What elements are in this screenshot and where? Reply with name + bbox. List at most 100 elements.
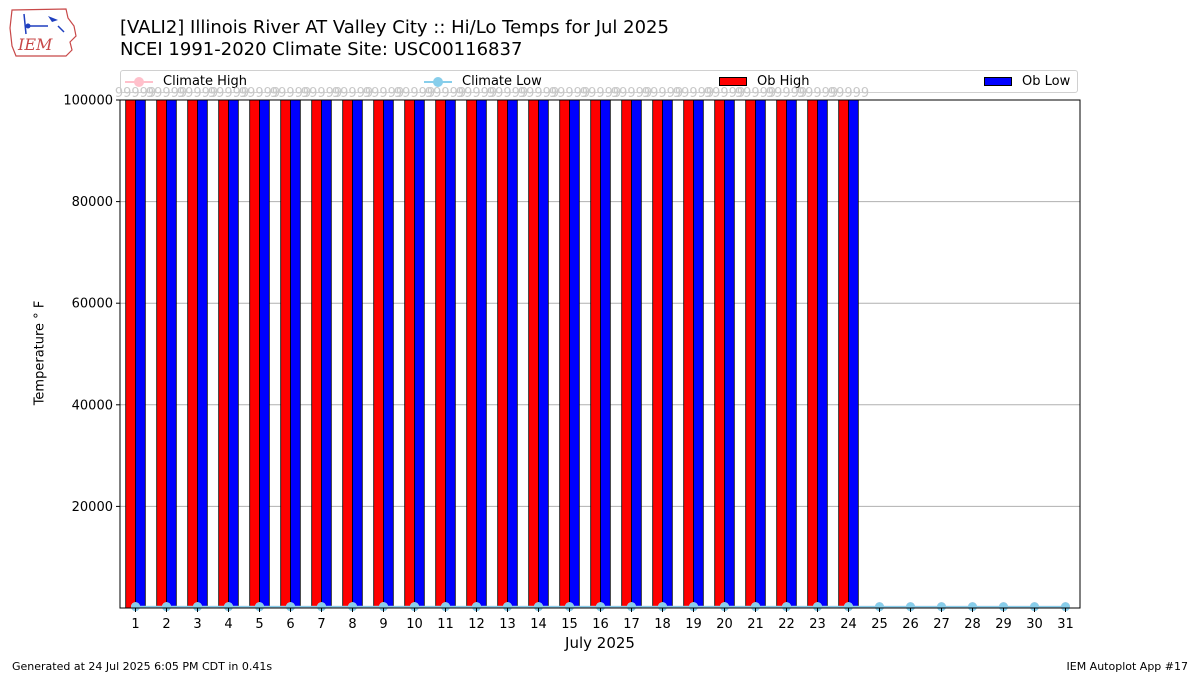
ob-high-bar [218, 99, 229, 609]
legend-label-climate-low: Climate Low [462, 74, 542, 89]
x-tick-label: 17 [623, 617, 640, 632]
climate-low-point [627, 602, 636, 612]
y-axis-label: Temperature ° F [32, 300, 48, 406]
ob-high-bar [404, 99, 415, 609]
x-tick-label: 9 [379, 617, 387, 632]
ob-high-bar [280, 99, 291, 609]
y-tick-label: 20000 [72, 500, 113, 515]
climate-high-point [844, 602, 853, 612]
climate-high-point [875, 602, 884, 612]
climate-low-point [782, 602, 791, 612]
climate-low-point [751, 602, 760, 612]
ob-high-swatch [719, 77, 747, 86]
climate-high-point [906, 602, 915, 612]
ob-high-bar [466, 99, 477, 609]
climate-low-point [131, 602, 140, 612]
ob-low-bar [817, 99, 828, 609]
ob-high-bar [311, 99, 322, 609]
autoplot-app-label: IEM Autoplot App #17 [1066, 660, 1189, 673]
climate-high-point [937, 602, 946, 612]
ob-low-bar [228, 99, 239, 609]
climate-high-point [999, 602, 1008, 612]
ob-low-bar [662, 99, 673, 609]
climate-high-point [286, 602, 295, 612]
ob-high-bar [590, 99, 601, 609]
ob-high-bar [776, 99, 787, 609]
x-tick-label: 1 [131, 617, 139, 632]
legend-label-ob-low: Ob Low [1022, 74, 1071, 89]
ob-high-bar [497, 99, 508, 609]
ob-low-bar [755, 99, 766, 609]
chart-title: [VALI2] Illinois River AT Valley City ::… [120, 17, 669, 38]
climate-high-point [534, 602, 543, 612]
x-tick-label: 23 [809, 617, 826, 632]
x-tick-label: 15 [561, 617, 578, 632]
x-tick-label: 2 [162, 617, 170, 632]
x-tick-label: 11 [437, 617, 454, 632]
ob-high-bar [125, 99, 136, 609]
legend-item-climate-low: Climate Low [424, 73, 542, 91]
climate-high-point [503, 602, 512, 612]
x-tick-label: 21 [747, 617, 764, 632]
ob-high-bar [807, 99, 818, 609]
climate-high-point [379, 602, 388, 612]
y-tick-label: 60000 [72, 297, 113, 312]
climate-high-point [410, 602, 419, 612]
ob-high-bar [528, 99, 539, 609]
climate-high-point [565, 602, 574, 612]
x-tick-label: 28 [964, 617, 981, 632]
ob-low-bar [383, 99, 394, 609]
x-tick-label: 14 [530, 617, 547, 632]
climate-low-point [348, 602, 357, 612]
ob-high-bar [621, 99, 632, 609]
ob-high-bar [745, 99, 756, 609]
ob-high-bar [652, 99, 663, 609]
climate-high-line-swatch [125, 76, 153, 88]
x-tick-label: 27 [933, 617, 950, 632]
ob-high-bar [714, 99, 725, 609]
plot-area-frame [119, 99, 1081, 609]
climate-high-point [224, 602, 233, 612]
climate-low-point [844, 602, 853, 612]
ob-low-bar [786, 99, 797, 609]
climate-low-point [565, 602, 574, 612]
ob-low-bar [631, 99, 642, 609]
climate-high-point [968, 602, 977, 612]
x-tick-label: 25 [871, 617, 888, 632]
ob-low-bar [476, 99, 487, 609]
climate-low-point [875, 602, 884, 612]
x-tick-label: 20 [716, 617, 733, 632]
ob-low-bar [848, 99, 859, 609]
y-tick-label: 40000 [72, 398, 113, 413]
climate-high-point [720, 602, 729, 612]
climate-low-point [162, 602, 171, 612]
x-tick-label: 30 [1026, 617, 1043, 632]
ob-low-bar [352, 99, 363, 609]
x-tick-label: 12 [468, 617, 485, 632]
ob-low-bar [538, 99, 549, 609]
climate-low-point [379, 602, 388, 612]
x-tick-label: 18 [654, 617, 671, 632]
x-tick-label: 24 [840, 617, 857, 632]
x-tick-label: 8 [348, 617, 356, 632]
climate-low-point [968, 602, 977, 612]
y-tick-label: 100000 [63, 94, 113, 109]
climate-low-point [720, 602, 729, 612]
climate-high-point [751, 602, 760, 612]
legend-label-ob-high: Ob High [757, 74, 810, 89]
climate-high-point [348, 602, 357, 612]
climate-high-point [782, 602, 791, 612]
climate-low-point [472, 602, 481, 612]
x-tick-label: 6 [286, 617, 294, 632]
ob-low-bar [600, 99, 611, 609]
climate-high-point [255, 602, 264, 612]
climate-low-point [193, 602, 202, 612]
ob-low-bar [321, 99, 332, 609]
ob-low-bar [290, 99, 301, 609]
climate-low-point [441, 602, 450, 612]
climate-low-point [658, 602, 667, 612]
x-tick-label: 16 [592, 617, 609, 632]
legend-label-climate-high: Climate High [163, 74, 248, 89]
climate-high-point [596, 602, 605, 612]
climate-low-point [999, 602, 1008, 612]
